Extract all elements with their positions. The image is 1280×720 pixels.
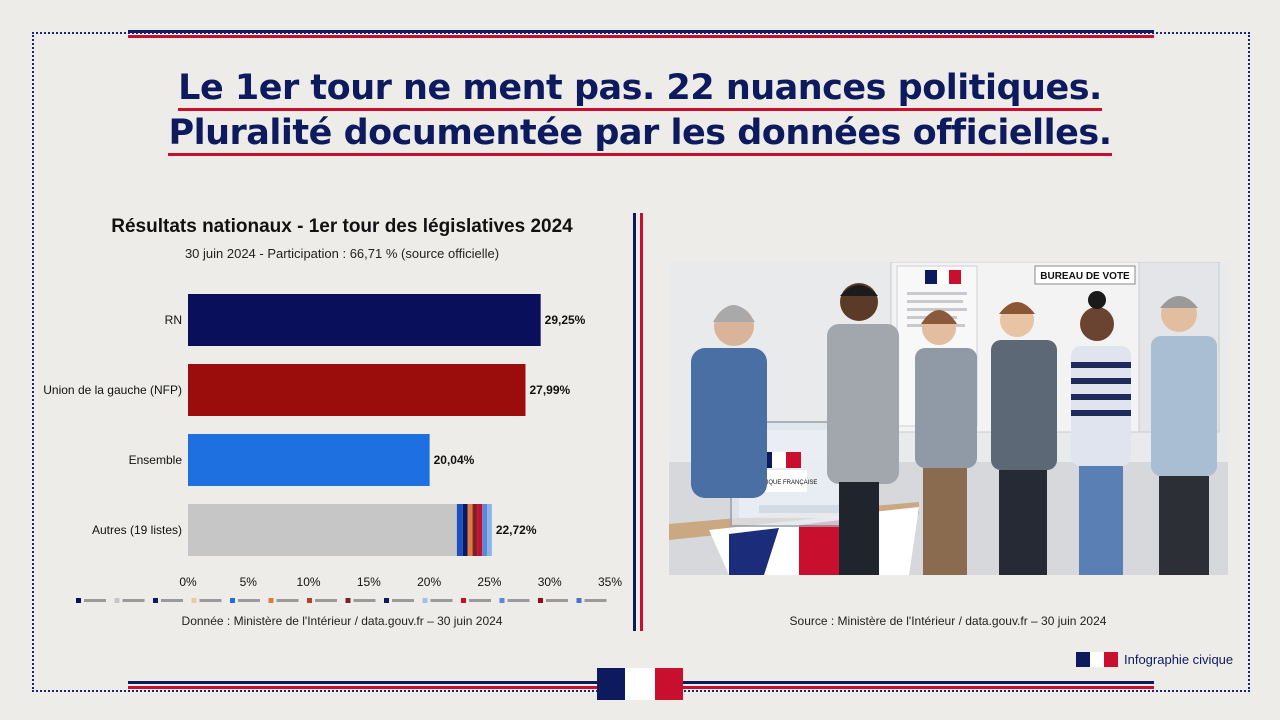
legend-swatch: [76, 598, 81, 603]
legend-entry: [392, 599, 414, 602]
legend-entry: [469, 599, 491, 602]
legend-entry: [546, 599, 568, 602]
legend-swatch: [153, 598, 158, 603]
x-tick-label: 5%: [240, 575, 258, 589]
chart-source: Donnée : Ministère de l'Intérieur / data…: [181, 614, 503, 628]
value-label: 29,25%: [545, 313, 586, 327]
bar-segment: [188, 504, 457, 556]
photo-source: Source : Ministère de l'Intérieur / data…: [789, 614, 1107, 628]
bar: [188, 434, 430, 486]
legend-entry: [122, 599, 145, 602]
bar-segment: [487, 504, 492, 556]
headline: Le 1er tour ne ment pas. 22 nuances poli…: [60, 66, 1220, 156]
legend-entry: [584, 599, 607, 602]
bars-group: RN 29,25% Union de la gauche (NFP) 27,99% En…: [43, 294, 586, 556]
legend-swatch: [461, 598, 466, 603]
legend-entry: [353, 599, 376, 602]
legend-swatch: [191, 598, 197, 603]
x-tick-label: 25%: [477, 575, 501, 589]
x-tick-label: 0%: [179, 575, 197, 589]
bar-segment: [467, 504, 473, 556]
voting-photo: BUREAU DE VOTE RÉPUBLIQUE FRANÇAISE: [669, 262, 1228, 575]
legend-swatch: [499, 598, 505, 603]
headline-line-1: Le 1er tour ne ment pas. 22 nuances poli…: [178, 68, 1102, 111]
vertical-divider: [633, 213, 645, 631]
legend-swatch: [345, 598, 351, 603]
legend-swatch: [114, 598, 120, 603]
legend-swatch: [268, 598, 274, 603]
category-label: Union de la gauche (NFP): [43, 383, 182, 397]
bottom-rule-right: [682, 681, 1154, 689]
credit-text: Infographie civique: [1124, 651, 1234, 667]
legend-swatch: [230, 598, 235, 603]
category-label: RN: [165, 313, 182, 327]
bar-segment: [482, 504, 488, 556]
category-label: Autres (19 listes): [92, 523, 182, 537]
bar-segment: [462, 504, 468, 556]
bar-segment: [477, 504, 483, 556]
infographic-credit: Infographie civique: [1076, 650, 1233, 668]
legend-entry: [199, 599, 222, 602]
chart-legend: [76, 598, 607, 603]
value-label: 22,72%: [496, 523, 537, 537]
legend-swatch: [538, 598, 543, 603]
chart-subtitle: 30 juin 2024 - Participation : 66,71 % (…: [184, 246, 500, 261]
ballot-box-label: RÉPUBLIQUE FRANÇAISE: [743, 479, 818, 486]
legend-swatch: [422, 598, 428, 603]
bar: [188, 364, 526, 416]
x-tick-label: 30%: [538, 575, 562, 589]
results-bar-chart: RN 29,25% Union de la gauche (NFP) 27,99% En…: [43, 294, 622, 603]
bar: [188, 294, 541, 346]
x-axis-ticks: 0% 5% 10% 15% 20% 25% 30% 35%: [179, 575, 622, 589]
legend-entry: [430, 599, 453, 602]
x-tick-label: 20%: [417, 575, 441, 589]
bar-segment: [472, 504, 478, 556]
french-flag-icon: [1076, 651, 1118, 667]
x-tick-label: 35%: [598, 575, 622, 589]
x-tick-label: 15%: [357, 575, 381, 589]
category-label: Ensemble: [129, 453, 183, 467]
legend-entry: [238, 599, 260, 602]
polling-station-sign: [1034, 265, 1136, 285]
value-label: 20,04%: [434, 453, 475, 467]
legend-swatch: [576, 598, 582, 603]
headline-line-2: Pluralité documentée par les données off…: [168, 113, 1112, 156]
top-tricolor-rule: [128, 30, 1154, 38]
chart-title: Résultats nationaux - 1er tour des légis…: [111, 216, 573, 237]
legend-swatch: [384, 598, 389, 603]
x-tick-label: 10%: [297, 575, 321, 589]
bar-segment: [456, 504, 463, 556]
bottom-rule-left: [128, 681, 598, 689]
legend-entry: [161, 599, 183, 602]
legend-entry: [276, 599, 299, 602]
legend-entry: [84, 599, 106, 602]
legend-entry: [507, 599, 530, 602]
value-label: 27,99%: [529, 383, 570, 397]
republic-logo: [597, 668, 683, 700]
polling-sign-text: BUREAU DE VOTE: [1040, 271, 1130, 282]
legend-swatch: [307, 598, 312, 603]
voter-figures: [691, 283, 1217, 575]
legend-entry: [315, 599, 337, 602]
